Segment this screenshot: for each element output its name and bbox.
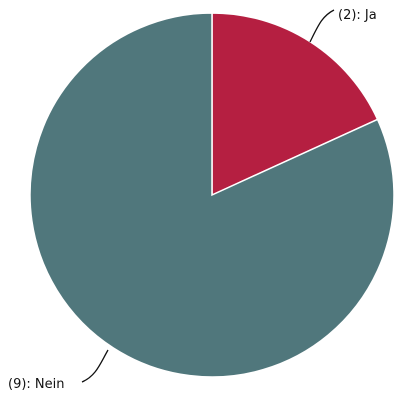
pie-slice-nein[interactable] <box>29 12 394 378</box>
leader-line-nein <box>81 349 109 383</box>
slice-label-ja: (2): Ja <box>338 8 377 23</box>
pie-slices <box>29 12 394 378</box>
slice-label-nein: (9): Nein <box>8 377 65 392</box>
pie-labels: (2): Ja (9): Nein <box>8 8 377 392</box>
leader-line-ja <box>309 9 335 43</box>
